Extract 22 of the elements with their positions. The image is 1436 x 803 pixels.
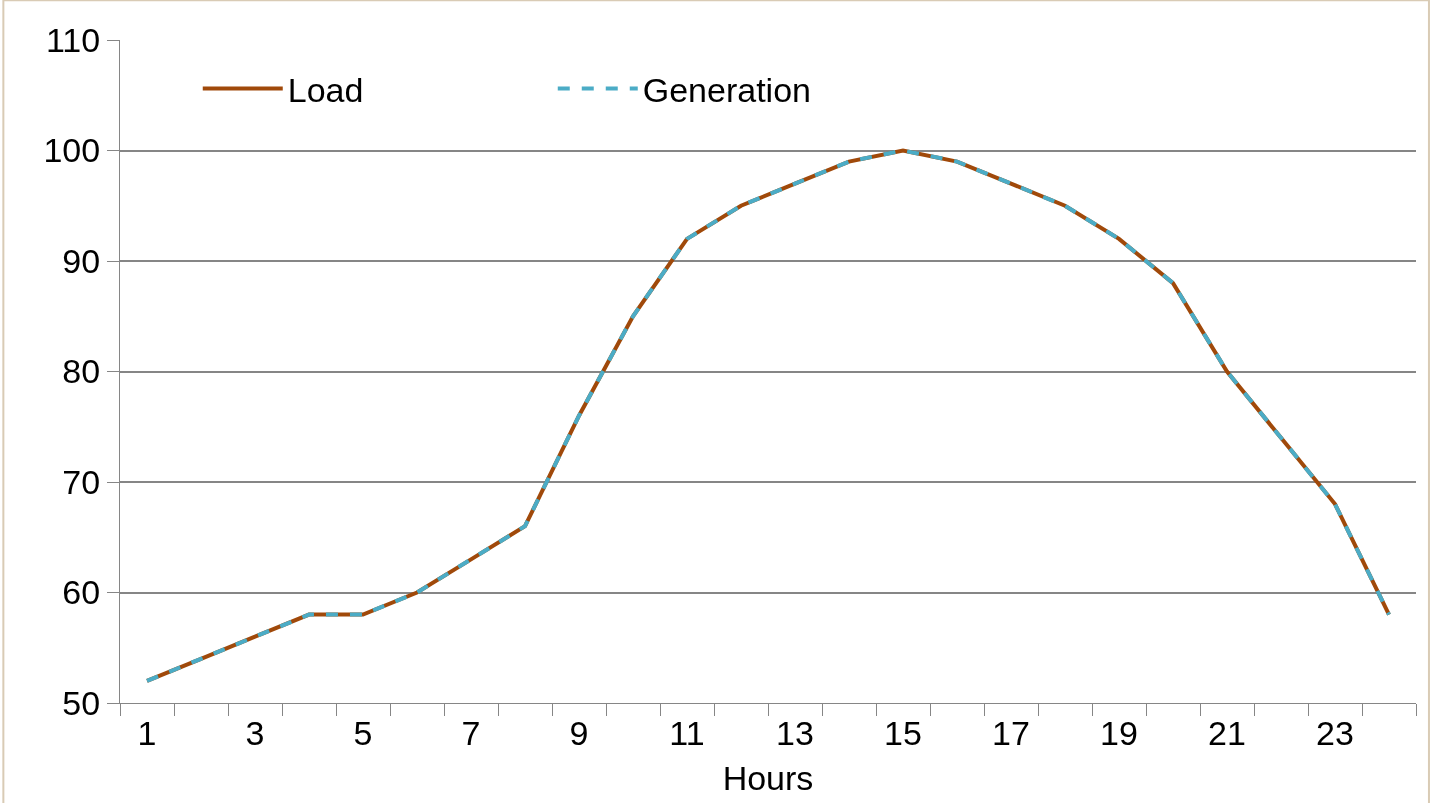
y-tick-label: 50: [62, 683, 101, 722]
x-tick-label: 3: [245, 713, 265, 752]
y-tick-label: 60: [62, 573, 101, 612]
x-tick-label: 19: [1100, 713, 1138, 752]
y-tick-label: 100: [43, 131, 101, 170]
legend-label: Load: [287, 70, 364, 109]
x-tick-label: 21: [1208, 713, 1246, 752]
x-axis-title: Hours: [722, 759, 814, 798]
y-tick-label: 70: [62, 462, 101, 501]
x-tick-label: 15: [884, 713, 922, 752]
x-tick-label: 1: [137, 713, 157, 752]
x-tick-label: 5: [353, 713, 373, 752]
x-tick-label: 7: [461, 713, 481, 752]
x-tick-label: 17: [992, 713, 1030, 752]
y-tick-label: 80: [62, 352, 101, 391]
legend-label: Generation: [642, 70, 811, 109]
y-tick-label: 90: [62, 241, 101, 280]
x-tick-label: 11: [669, 713, 705, 752]
x-tick-label: 13: [776, 713, 814, 752]
x-tick-label: 9: [569, 713, 589, 752]
y-tick-label: 110: [45, 20, 101, 59]
x-tick-label: 23: [1316, 713, 1354, 752]
